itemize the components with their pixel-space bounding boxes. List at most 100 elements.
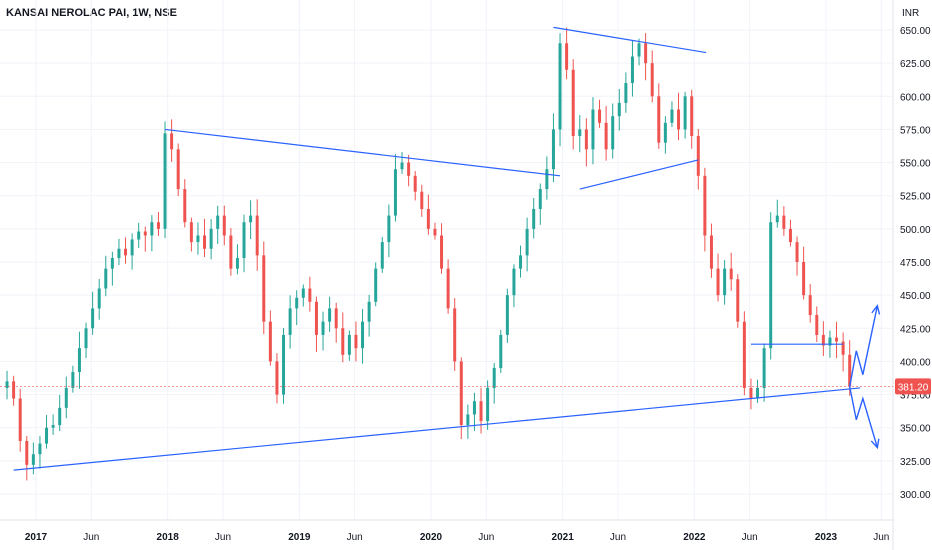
candle-body	[729, 268, 733, 280]
candle-body	[716, 268, 720, 296]
y-tick-label: 350.00	[900, 424, 931, 435]
candle-body	[249, 215, 253, 223]
candle-body	[472, 401, 476, 415]
candle-body	[690, 96, 694, 137]
y-tick-label: 600.00	[900, 92, 931, 103]
candle-body	[545, 169, 549, 190]
candle-body	[25, 440, 29, 465]
candle-body	[124, 248, 128, 256]
candle-body	[624, 83, 628, 103]
candle-body	[617, 102, 621, 117]
candle-body	[598, 109, 602, 123]
candle-body	[835, 337, 839, 342]
candle-body	[84, 328, 88, 349]
projection-up-path[interactable]	[849, 305, 879, 387]
candle-body	[334, 308, 338, 329]
y-tick-label: 525.00	[900, 192, 931, 203]
candle-body	[137, 231, 141, 240]
candle-body	[31, 454, 35, 465]
candle-body	[446, 268, 450, 309]
candle-body	[18, 398, 22, 441]
x-tick-label: 2021	[552, 532, 575, 543]
candle-body	[479, 401, 483, 422]
candle-body	[12, 381, 16, 399]
projection-down-path[interactable]	[849, 386, 879, 448]
candle-body	[58, 407, 62, 426]
candle-body	[242, 222, 246, 259]
candle-body	[453, 308, 457, 362]
candle-body	[703, 175, 707, 236]
candle-body	[196, 235, 200, 243]
candle-body	[413, 175, 417, 192]
candle-body	[170, 133, 174, 150]
x-tick-label: Jun	[478, 532, 494, 543]
ascending-support-trendline[interactable]	[13, 387, 861, 471]
candle-body	[400, 162, 404, 170]
candle-body	[328, 308, 332, 322]
candle-body	[275, 361, 279, 395]
candle-body	[756, 387, 760, 399]
candle-body	[637, 43, 641, 57]
candle-body	[788, 228, 792, 243]
candle-body	[203, 235, 207, 249]
candle-body	[117, 248, 121, 259]
candle-body	[176, 149, 180, 190]
candle-body	[255, 215, 259, 256]
y-tick-label: 500.00	[900, 225, 931, 236]
candle-body	[492, 368, 496, 388]
candle-body	[551, 129, 555, 170]
candle-body	[841, 341, 845, 355]
y-tick-label: 325.00	[900, 457, 931, 468]
candle-body	[762, 348, 766, 388]
candle-body	[723, 268, 727, 296]
x-tick-label: 2023	[815, 532, 838, 543]
candle-body	[433, 228, 437, 236]
candle-body	[815, 315, 819, 335]
triangle-lower-trendline[interactable]	[579, 159, 699, 190]
x-tick-label: Jun	[742, 532, 758, 543]
candle-body	[630, 56, 634, 84]
candle-body	[91, 308, 95, 329]
candle-body	[110, 258, 114, 269]
candle-body	[321, 321, 325, 335]
candle-body	[262, 255, 266, 322]
descending-resistance-trendline[interactable]	[164, 128, 561, 177]
candle-body	[571, 69, 575, 137]
candle-body	[426, 208, 430, 229]
candle-body	[848, 354, 852, 387]
candle-body	[644, 43, 648, 64]
candle-body	[420, 191, 424, 209]
y-tick-label: 375.00	[900, 391, 931, 402]
candle-body	[163, 133, 167, 229]
candle-body	[782, 215, 786, 229]
triangle-upper-trendline[interactable]	[553, 26, 707, 54]
candle-body	[499, 334, 503, 369]
x-tick-label: 2017	[25, 532, 48, 543]
candle-body	[683, 96, 687, 130]
candle-body	[97, 288, 101, 309]
candle-body	[802, 262, 806, 296]
x-tick-label: 2019	[288, 532, 311, 543]
candle-body	[736, 279, 740, 322]
candle-body	[775, 215, 779, 223]
currency-label: INR	[902, 8, 920, 19]
y-tick-label: 425.00	[900, 324, 931, 335]
y-tick-label: 450.00	[900, 291, 931, 302]
candle-body	[821, 334, 825, 346]
candle-body	[558, 43, 562, 130]
x-tick-label: Jun	[83, 532, 99, 543]
candle-body	[591, 109, 595, 150]
candle-body	[578, 129, 582, 137]
x-tick-label: Jun	[873, 532, 889, 543]
x-tick-label: 2022	[683, 532, 706, 543]
candle-body	[459, 361, 463, 426]
candle-body	[367, 301, 371, 322]
projection-up-arrowhead	[871, 304, 881, 315]
x-tick-label: 2018	[157, 532, 180, 543]
candle-body	[486, 387, 490, 422]
y-tick-label: 400.00	[900, 357, 931, 368]
candle-body	[143, 231, 147, 236]
candle-body	[104, 268, 108, 289]
